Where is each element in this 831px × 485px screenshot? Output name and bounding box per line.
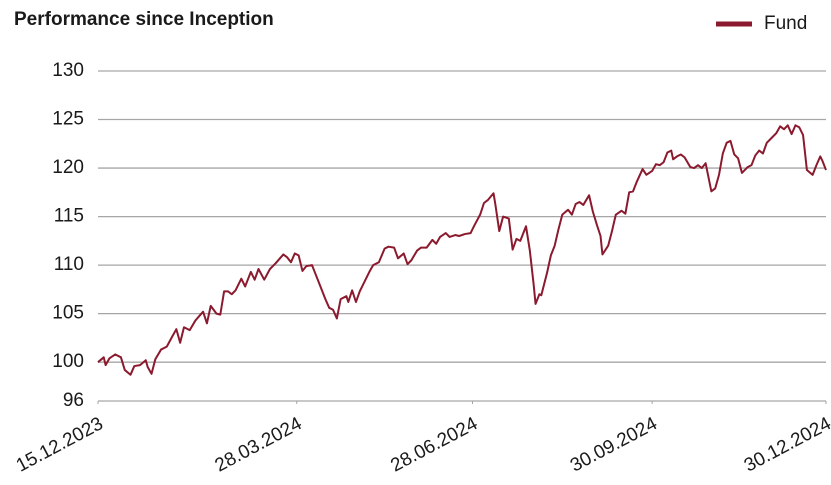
y-tick-label: 100: [52, 351, 84, 372]
line-series: [97, 124, 827, 376]
x-tick-label: 30.12.2024: [741, 413, 831, 476]
y-tick-label: 110: [54, 254, 84, 275]
x-tick-label: 28.06.2024: [387, 413, 481, 476]
legend-label: Fund: [764, 13, 807, 34]
y-tick-label: 120: [52, 157, 84, 178]
y-tick-label: 96: [63, 390, 84, 411]
x-tick-label: 30.09.2024: [567, 413, 661, 476]
x-tick-label: 15.12.2023: [13, 413, 107, 476]
y-tick-label: 115: [54, 206, 84, 227]
y-tick-label: 105: [52, 303, 84, 324]
y-tick-label: 125: [52, 109, 84, 130]
y-tick-label: 130: [52, 60, 84, 81]
x-tick-label: 28.03.2024: [212, 413, 306, 476]
chart-title: Performance since Inception: [14, 9, 274, 30]
